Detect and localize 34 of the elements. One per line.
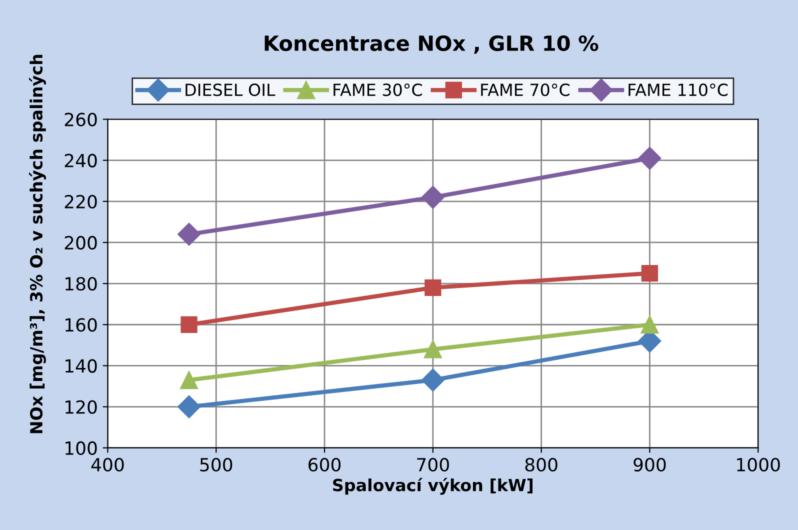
x-tick-label: 600 — [308, 458, 341, 472]
point — [421, 186, 444, 209]
x-tick-label: 500 — [200, 458, 232, 472]
point — [421, 368, 444, 392]
y-axis-title: NOx [mg/m³], 3% O₂ v suchých spaliných — [29, 54, 46, 434]
y-tick-label: 180 — [66, 277, 97, 291]
y-tick-label: 140 — [66, 359, 97, 373]
y-tick-label: 260 — [64, 112, 97, 126]
point — [424, 279, 442, 296]
chart-title: Koncentrace NOx , GLR 10 % — [264, 35, 598, 54]
y-tick-label: 220 — [64, 194, 97, 209]
x-tick-label: 800 — [525, 458, 558, 472]
x-tick-label: 900 — [634, 458, 666, 472]
y-tick-label: 120 — [66, 400, 97, 414]
y-tick-label: 200 — [64, 236, 97, 250]
x-tick-label: 700 — [417, 458, 449, 472]
legend-label: DIESEL OIL — [186, 84, 276, 96]
x-axis-title: Spalovací výkon [kW] — [333, 478, 533, 495]
point — [640, 316, 659, 334]
point — [178, 395, 201, 418]
x-tick-label: 1000 — [737, 458, 780, 472]
point — [180, 316, 198, 333]
point — [638, 146, 662, 170]
y-tick-label: 160 — [66, 318, 97, 332]
legend-label: FAME 30°C — [334, 84, 422, 96]
point — [424, 340, 442, 358]
y-tick-label: 100 — [66, 441, 97, 455]
y-tick-label: 240 — [64, 154, 97, 168]
legend-label: FAME 70°C — [481, 84, 570, 96]
legend-label: FAME 110°C — [628, 84, 728, 96]
point — [641, 264, 658, 282]
point — [180, 371, 198, 390]
x-tick-label: 400 — [91, 458, 124, 472]
point — [178, 222, 201, 246]
